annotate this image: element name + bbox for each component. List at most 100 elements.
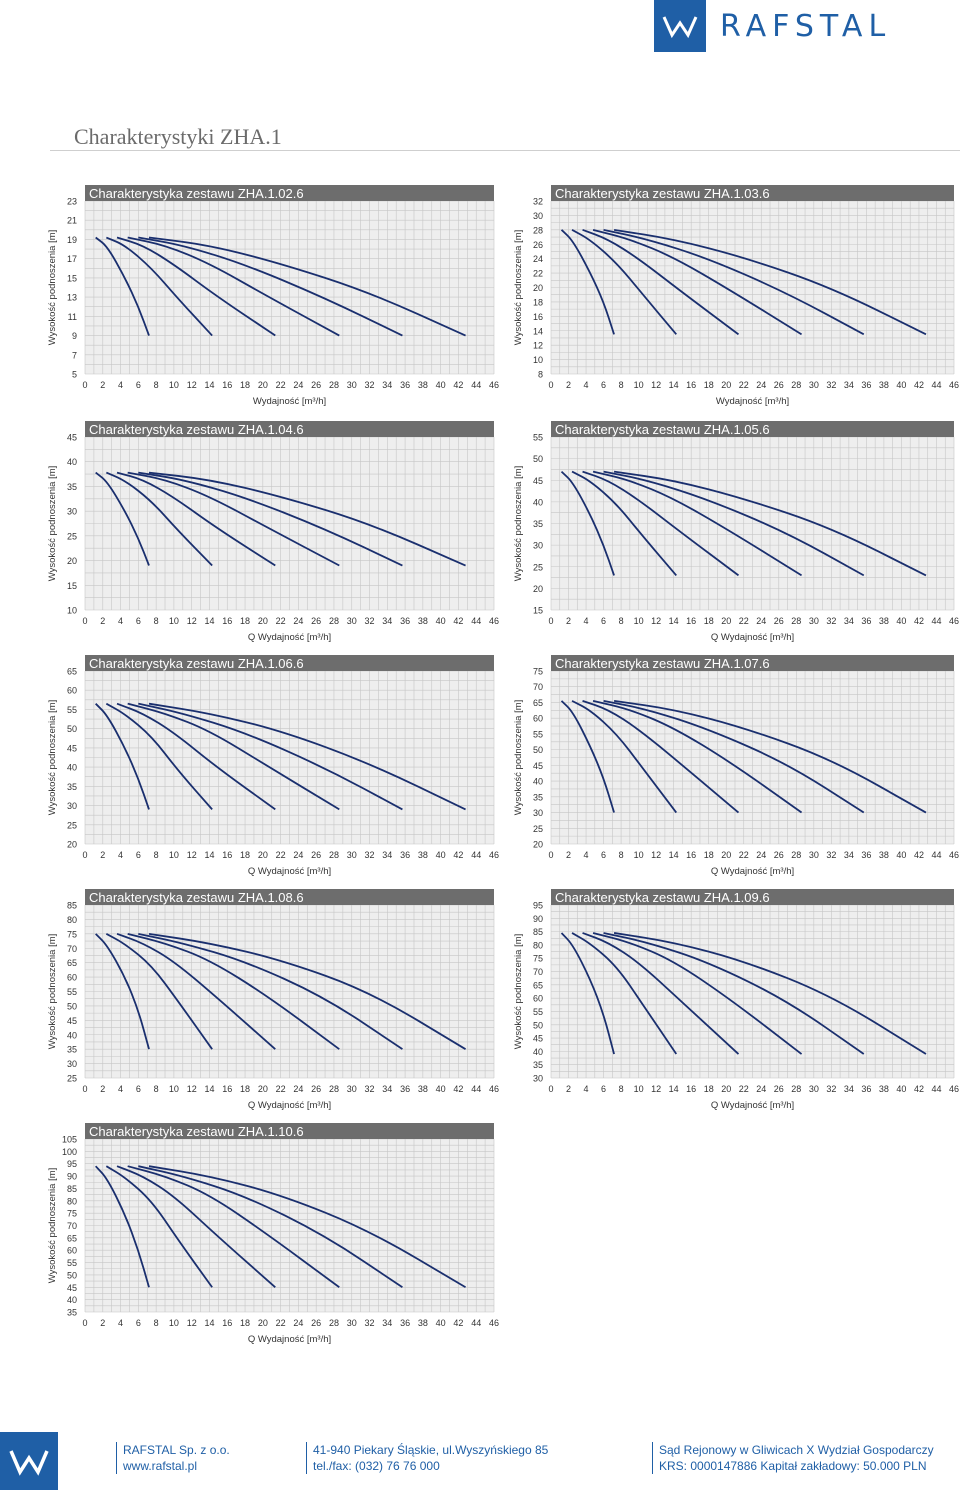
x-tick-label: 0 xyxy=(548,380,553,390)
x-tick-label: 36 xyxy=(861,850,871,860)
pump-curve-2 xyxy=(571,700,677,814)
x-axis-label: Q Wydajność [m³/h] xyxy=(711,866,794,877)
x-tick-label: 10 xyxy=(634,1084,644,1094)
pump-curve-4 xyxy=(592,700,803,814)
x-tick-label: 30 xyxy=(347,850,357,860)
x-tick-label: 22 xyxy=(276,850,286,860)
y-tick-label: 35 xyxy=(533,1060,543,1070)
x-tick-label: 6 xyxy=(601,1084,606,1094)
y-tick-label: 14 xyxy=(533,326,543,336)
x-tick-label: 30 xyxy=(809,1084,819,1094)
x-tick-label: 20 xyxy=(721,1084,731,1094)
pump-curve-2 xyxy=(571,932,678,1055)
x-tick-label: 18 xyxy=(240,1084,250,1094)
y-tick-label: 95 xyxy=(67,1159,77,1169)
y-tick-label: 25 xyxy=(67,820,77,830)
x-tick-label: 14 xyxy=(669,1084,679,1094)
y-tick-label: 10 xyxy=(67,606,77,616)
chart-zha-1-03-6: Charakterystyka zestawu ZHA.1.03.6 8 10 12 1… xyxy=(513,185,959,407)
footer-website-link[interactable]: www.rafstal.pl xyxy=(123,1459,198,1473)
pump-curve-5 xyxy=(603,932,865,1055)
chart-zha-1-05-6: Charakterystyka zestawu ZHA.1.05.6152025… xyxy=(513,421,959,643)
x-tick-label: 34 xyxy=(382,1084,392,1094)
y-tick-label: 75 xyxy=(533,954,543,964)
x-tick-label: 4 xyxy=(584,850,589,860)
x-tick-label: 18 xyxy=(240,1318,250,1328)
x-tick-label: 40 xyxy=(436,380,446,390)
grid-horizontal xyxy=(551,904,954,1079)
x-tick-label: 20 xyxy=(258,850,268,860)
chart-title: Charakterystyka zestawu ZHA.1.03.6 xyxy=(555,186,770,201)
x-tick-label: 6 xyxy=(601,850,606,860)
pump-curve-3 xyxy=(582,700,740,814)
y-tick-label: 11 xyxy=(68,312,77,322)
grid-horizontal xyxy=(551,200,954,375)
x-tick-label: 40 xyxy=(436,1318,446,1328)
x-tick-label: 32 xyxy=(365,850,375,860)
x-tick-label: 10 xyxy=(634,380,644,390)
x-tick-label: 16 xyxy=(222,1084,232,1094)
x-tick-label: 44 xyxy=(931,850,941,860)
x-tick-label: 40 xyxy=(896,1084,906,1094)
y-tick-label: 15 xyxy=(67,273,77,283)
footer: RAFSTAL Sp. z o.o. www.rafstal.pl 41-940… xyxy=(0,1428,960,1491)
y-tick-label: 8 xyxy=(538,370,543,380)
grid-horizontal xyxy=(551,670,954,845)
x-tick-label: 42 xyxy=(453,616,463,626)
x-tick-label: 18 xyxy=(704,1084,714,1094)
x-axis-label: Q Wydajność [m³/h] xyxy=(248,1100,331,1111)
x-tick-label: 46 xyxy=(949,1084,959,1094)
x-tick-label: 28 xyxy=(329,1084,339,1094)
y-tick-label: 45 xyxy=(67,1283,77,1293)
y-tick-label: 30 xyxy=(67,801,77,811)
x-tick-label: 16 xyxy=(686,850,696,860)
x-tick-label: 46 xyxy=(489,1318,499,1328)
y-axis-label: Wysokość podnoszenia [m] xyxy=(47,700,58,816)
x-tick-label: 30 xyxy=(347,1318,357,1328)
x-tick-label: 10 xyxy=(169,850,179,860)
y-tick-label: 50 xyxy=(67,1001,77,1011)
footer-registry-block: Sąd Rejonowy w Gliwicach X Wydział Gospo… xyxy=(652,1442,934,1474)
x-tick-label: 20 xyxy=(258,1318,268,1328)
x-tick-label: 26 xyxy=(311,1084,321,1094)
y-tick-label: 75 xyxy=(533,667,543,677)
x-tick-label: 44 xyxy=(931,380,941,390)
y-tick-label: 35 xyxy=(533,792,543,802)
pump-curve-3 xyxy=(116,471,276,567)
x-tick-label: 46 xyxy=(489,850,499,860)
y-tick-label: 30 xyxy=(533,541,543,551)
x-tick-label: 46 xyxy=(949,380,959,390)
footer-krs: KRS: 0000147886 Kapitał zakładowy: 50.00… xyxy=(659,1459,927,1473)
chart-title-bar xyxy=(551,889,954,905)
x-tick-label: 46 xyxy=(489,380,499,390)
x-tick-label: 20 xyxy=(721,380,731,390)
x-tick-label: 40 xyxy=(436,616,446,626)
x-tick-label: 32 xyxy=(365,380,375,390)
x-tick-label: 4 xyxy=(584,380,589,390)
y-tick-label: 85 xyxy=(67,901,77,911)
y-tick-label: 32 xyxy=(533,197,543,207)
pump-curve-6 xyxy=(613,228,927,336)
y-tick-label: 15 xyxy=(533,606,543,616)
x-tick-label: 2 xyxy=(100,1318,105,1328)
x-tick-label: 44 xyxy=(471,850,481,860)
footer-address: 41-940 Piekary Śląskie, ul.Wyszyńskiego … xyxy=(313,1443,549,1457)
y-tick-label: 45 xyxy=(533,761,543,771)
chart-title: Charakterystyka zestawu ZHA.1.10.6 xyxy=(89,1124,304,1139)
x-tick-label: 14 xyxy=(204,850,214,860)
x-tick-label: 38 xyxy=(418,616,428,626)
x-tick-label: 4 xyxy=(584,1084,589,1094)
y-tick-label: 22 xyxy=(533,269,543,279)
x-axis-label: Q Wydajność [m³/h] xyxy=(711,632,794,643)
x-tick-label: 36 xyxy=(861,380,871,390)
x-tick-label: 26 xyxy=(311,380,321,390)
x-tick-label: 28 xyxy=(791,1084,801,1094)
y-tick-label: 50 xyxy=(67,724,77,734)
x-tick-label: 14 xyxy=(204,616,214,626)
x-tick-label: 2 xyxy=(100,850,105,860)
chart-zha-1-09-6: Charakterystyka zestawu ZHA.1.09.6303540… xyxy=(513,889,959,1111)
x-tick-label: 26 xyxy=(311,1318,321,1328)
chart-title-bar xyxy=(85,655,494,671)
x-tick-label: 0 xyxy=(82,616,87,626)
x-tick-label: 30 xyxy=(809,616,819,626)
